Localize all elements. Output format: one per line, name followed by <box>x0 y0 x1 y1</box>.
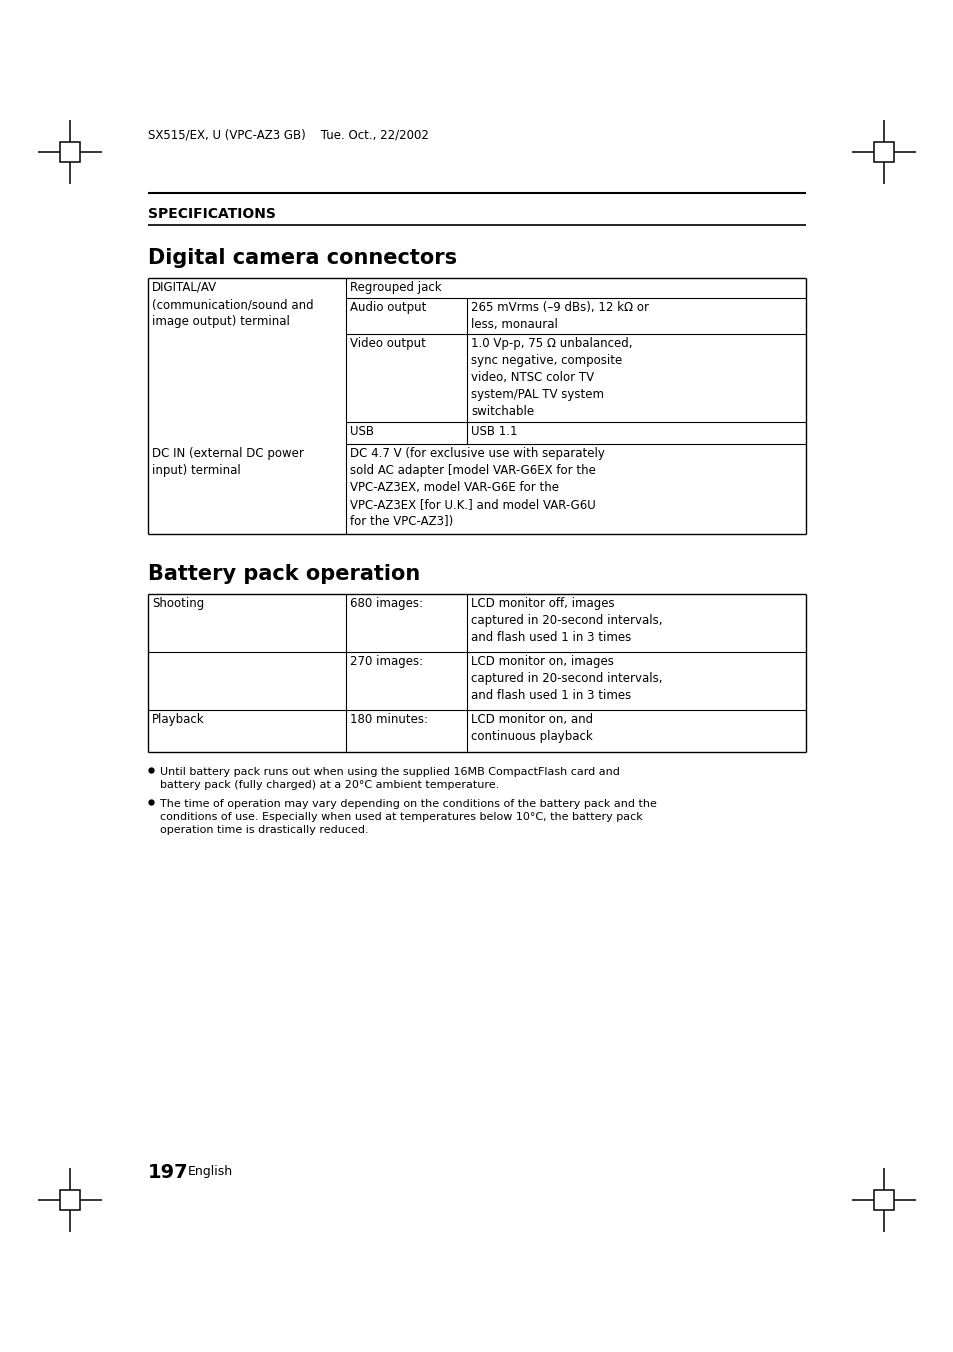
Text: SX515/EX, U (VPC-AZ3 GB)    Tue. Oct., 22/2002: SX515/EX, U (VPC-AZ3 GB) Tue. Oct., 22/2… <box>148 128 429 141</box>
Text: The time of operation may vary depending on the conditions of the battery pack a: The time of operation may vary depending… <box>160 799 657 836</box>
Bar <box>873 142 893 162</box>
Text: LCD monitor on, and
continuous playback: LCD monitor on, and continuous playback <box>471 713 593 744</box>
Text: English: English <box>188 1165 233 1178</box>
Text: Playback: Playback <box>152 713 204 726</box>
Text: Digital camera connectors: Digital camera connectors <box>148 247 456 268</box>
Text: Shooting: Shooting <box>152 598 204 610</box>
Text: 1.0 Vp-p, 75 Ω unbalanced,
sync negative, composite
video, NTSC color TV
system/: 1.0 Vp-p, 75 Ω unbalanced, sync negative… <box>471 337 632 418</box>
Text: 680 images:: 680 images: <box>350 598 422 610</box>
Text: 265 mVrms (–9 dBs), 12 kΩ or
less, monaural: 265 mVrms (–9 dBs), 12 kΩ or less, monau… <box>471 301 648 331</box>
Text: Video output: Video output <box>350 337 425 350</box>
Bar <box>60 142 80 162</box>
Text: LCD monitor on, images
captured in 20-second intervals,
and flash used 1 in 3 ti: LCD monitor on, images captured in 20-se… <box>471 654 661 702</box>
Bar <box>873 1190 893 1210</box>
Text: 270 images:: 270 images: <box>350 654 423 668</box>
Text: Battery pack operation: Battery pack operation <box>148 564 420 584</box>
Text: USB: USB <box>350 425 374 438</box>
Text: Regrouped jack: Regrouped jack <box>350 281 441 293</box>
Text: LCD monitor off, images
captured in 20-second intervals,
and flash used 1 in 3 t: LCD monitor off, images captured in 20-s… <box>471 598 661 644</box>
Text: 180 minutes:: 180 minutes: <box>350 713 428 726</box>
Text: DC IN (external DC power
input) terminal: DC IN (external DC power input) terminal <box>152 448 304 477</box>
Text: USB 1.1: USB 1.1 <box>471 425 517 438</box>
Text: SPECIFICATIONS: SPECIFICATIONS <box>148 207 275 220</box>
Text: DIGITAL/AV
(communication/sound and
image output) terminal: DIGITAL/AV (communication/sound and imag… <box>152 281 314 329</box>
Text: Until battery pack runs out when using the supplied 16MB CompactFlash card and
b: Until battery pack runs out when using t… <box>160 767 619 790</box>
Text: DC 4.7 V (for exclusive use with separately
sold AC adapter [model VAR-G6EX for : DC 4.7 V (for exclusive use with separat… <box>350 448 604 529</box>
Text: Audio output: Audio output <box>350 301 426 314</box>
Bar <box>60 1190 80 1210</box>
Text: 197: 197 <box>148 1163 189 1182</box>
